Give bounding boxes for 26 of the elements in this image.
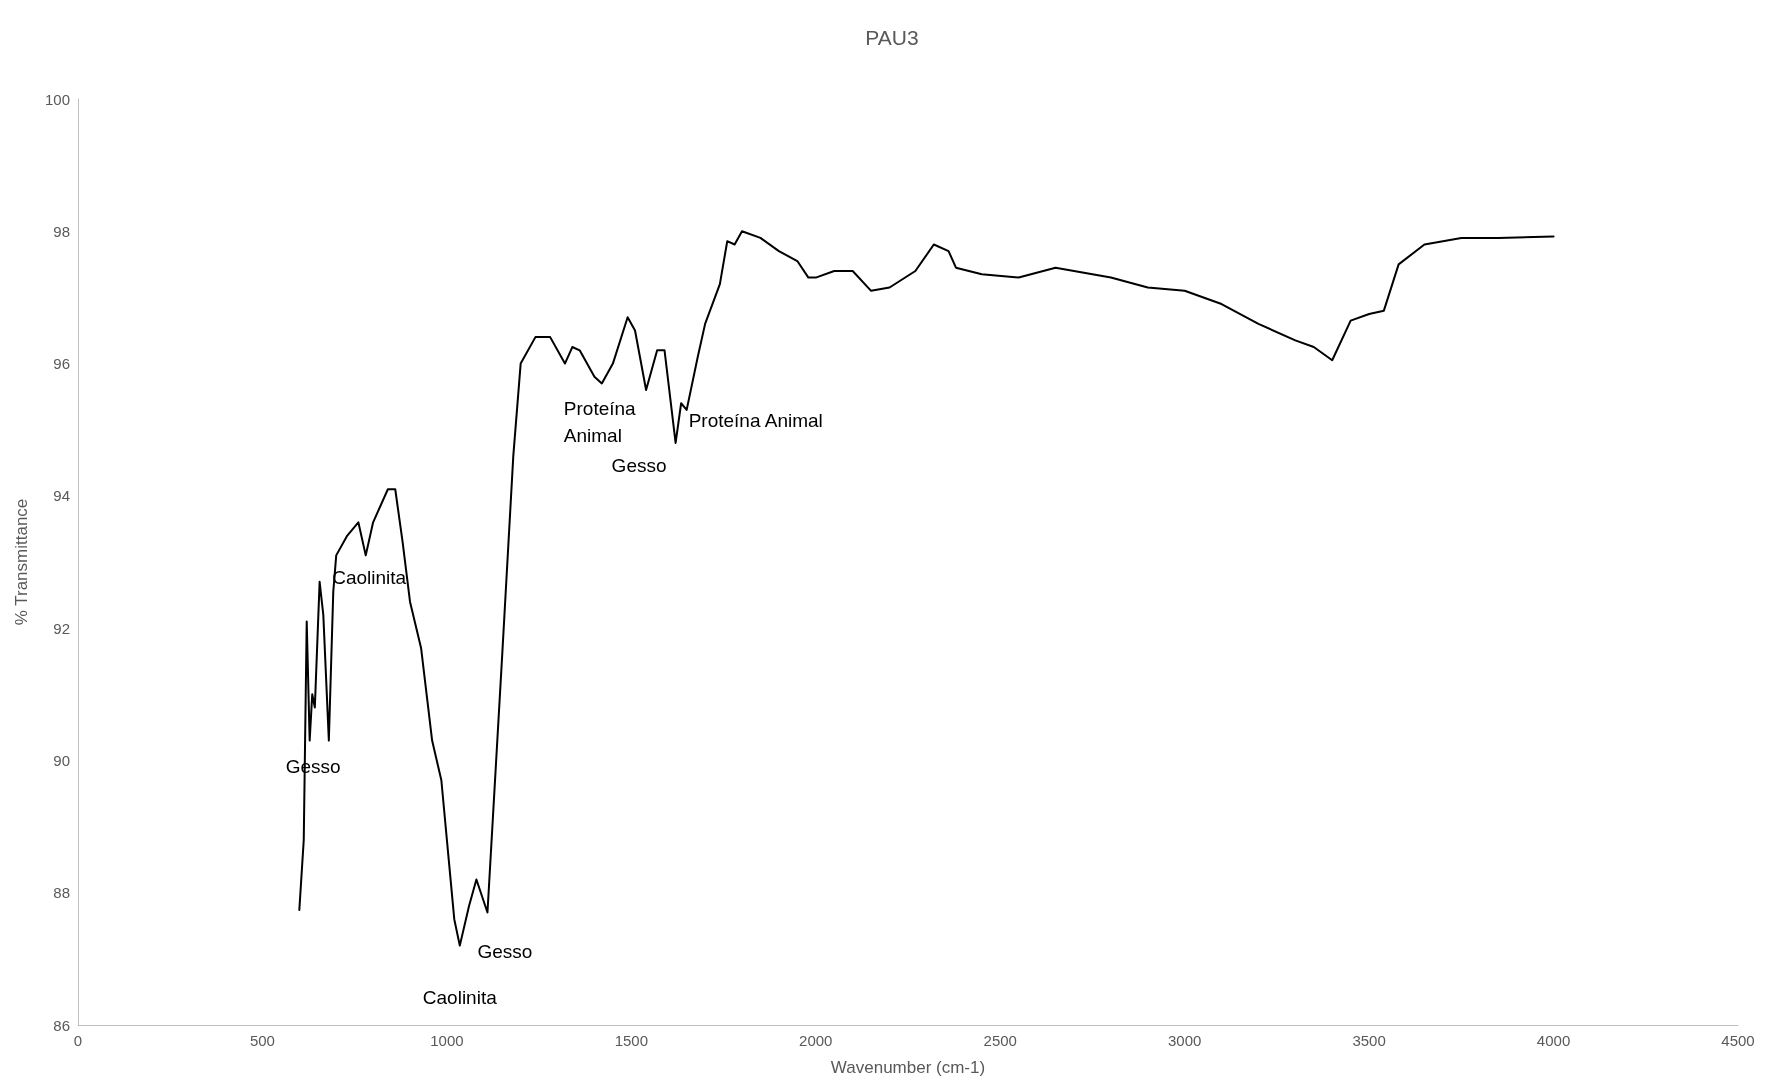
x-tick-label: 2000 xyxy=(799,1032,833,1049)
x-tick-label: 1000 xyxy=(430,1032,464,1049)
y-tick-label: 90 xyxy=(53,751,70,769)
y-tick-label: 100 xyxy=(44,90,70,108)
x-tick-label: 500 xyxy=(249,1032,275,1049)
y-tick-label: 96 xyxy=(53,355,70,373)
x-tick-label: 3500 xyxy=(1352,1032,1386,1049)
x-tick-label: 4000 xyxy=(1536,1032,1571,1049)
x-axis-title: Wavenumber (cm-1) xyxy=(830,1058,986,1077)
x-tick-label: 3000 xyxy=(1167,1032,1202,1049)
x-tick-label: 1500 xyxy=(614,1032,649,1049)
y-tick-label: 86 xyxy=(53,1016,70,1034)
y-tick-label: 98 xyxy=(53,222,70,240)
x-tick-label: 0 xyxy=(73,1032,83,1049)
annotation: Gesso xyxy=(477,941,533,963)
chart-title: PAU3 xyxy=(865,26,919,49)
x-tick-label: 2500 xyxy=(983,1032,1017,1049)
annotation: Gesso xyxy=(611,455,667,477)
y-tick-label: 88 xyxy=(53,884,70,902)
y-tick-label: 94 xyxy=(53,487,70,505)
x-tick-label: 4500 xyxy=(1721,1032,1755,1049)
y-tick-label: 92 xyxy=(53,619,70,637)
annotation: Caolinita xyxy=(422,987,498,1009)
annotation: Proteína Animal xyxy=(563,398,637,447)
annotation: Proteína Animal xyxy=(688,410,823,432)
y-axis-title: % Transmittance xyxy=(12,498,31,626)
